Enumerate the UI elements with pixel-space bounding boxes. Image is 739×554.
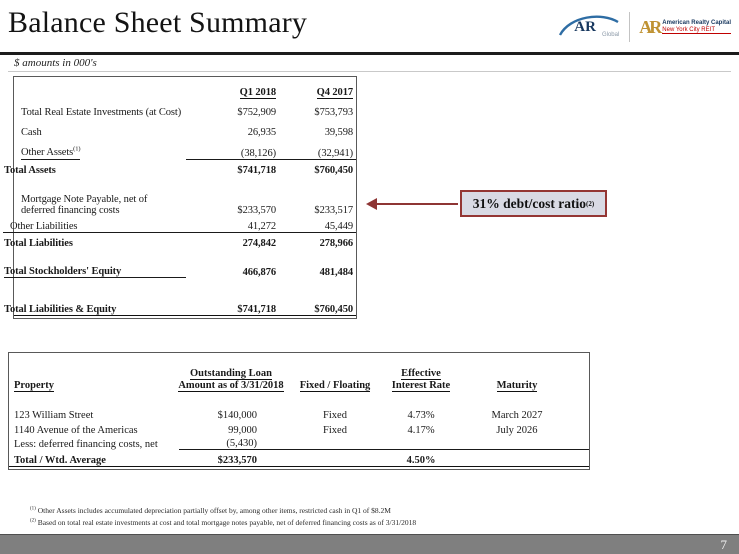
arrow-line	[375, 203, 458, 205]
row-label: Total Stockholders' Equity	[4, 266, 186, 278]
row-value-q1: 274,842	[242, 238, 277, 249]
row-value-q1: $752,909	[237, 107, 276, 118]
row-total-stockholders-equity: Total Stockholders' Equity 466,876 481,4…	[4, 262, 356, 278]
header-effective-line2: Interest Rate	[391, 380, 451, 393]
callout-arrow	[366, 198, 460, 210]
loan-maturity: July 2026	[496, 424, 538, 436]
spacer	[9, 392, 589, 406]
row-total-liabilities-and-equity: Total Liabilities & Equity $741,718 $760…	[4, 299, 356, 316]
logo-divider	[629, 12, 631, 42]
header-outstanding-loan-line2: Amount as of 3/31/2018	[178, 380, 284, 393]
row-value-q4: (32,941)	[276, 148, 356, 160]
footer-bar: 7	[0, 534, 739, 554]
loan-property: 123 William Street	[14, 409, 94, 421]
column-header-q4-2017: Q4 2017	[316, 87, 353, 99]
footnotes: (1) Other Assets includes accumulated de…	[30, 505, 416, 528]
loan-amount: $140,000	[217, 409, 257, 421]
thin-rule	[8, 71, 731, 72]
row-value-q4: 39,598	[324, 127, 353, 138]
ar-global-monogram: AR	[574, 19, 596, 35]
header-outstanding-loan-line1: Outstanding Loan	[190, 368, 272, 381]
footnote-1: (1) Other Assets includes accumulated de…	[30, 506, 391, 515]
row-total-assets: Total Assets $741,718 $760,450	[4, 160, 356, 176]
arc-swoosh-icon	[559, 15, 619, 36]
loan-row-123-william-street: 123 William Street $140,000 Fixed 4.73% …	[9, 406, 589, 421]
arc-logo-line1: American Realty Capital	[662, 20, 731, 26]
loan-amount: $233,570	[217, 455, 257, 467]
row-value-q1: $741,718	[237, 165, 276, 176]
row-label: Total Real Estate Investments (at Cost)	[21, 107, 182, 118]
row-value-q1: 41,272	[186, 221, 276, 233]
row-value-q4: 278,966	[319, 238, 354, 249]
loan-type: Fixed	[323, 424, 347, 436]
loan-property: 1140 Avenue of the Americas	[14, 424, 138, 436]
loan-rate: 4.73%	[407, 409, 435, 421]
row-label: Other Assets(1)	[21, 145, 81, 160]
loan-property: Less: deferred financing costs, net	[14, 439, 158, 451]
units-note: $ amounts in 000's	[14, 57, 97, 69]
header-effective-line1: Effective	[401, 368, 441, 381]
ar-global-logo: AR Global	[558, 10, 620, 44]
row-other-assets: Other Assets(1) (38,126) (32,941)	[14, 138, 356, 160]
row-label: Mortgage Note Payable, net of deferred f…	[21, 194, 148, 216]
arc-logo-line2: New York City REIT	[662, 27, 731, 34]
debt-cost-ratio-callout: 31% debt/cost ratio (2)	[460, 190, 607, 217]
logo-group: AR Global AR American Realty Capital New…	[558, 8, 733, 46]
row-other-liabilities: Other Liabilities 41,272 45,449	[3, 216, 356, 233]
loan-rate: 4.17%	[407, 424, 435, 436]
american-realty-capital-logo: AR American Realty Capital New York City…	[639, 18, 733, 36]
page-number: 7	[720, 536, 728, 552]
row-label: Total Liabilities & Equity	[4, 304, 117, 315]
row-value-q4: $760,450	[314, 304, 353, 315]
loan-amount: (5,430)	[226, 438, 257, 450]
row-value-q4: 45,449	[276, 221, 356, 233]
row-value-q4: 481,484	[319, 267, 354, 278]
row-label: Cash	[21, 127, 42, 138]
ar-global-subtext: Global	[601, 32, 620, 38]
left-arrow-icon	[366, 198, 377, 210]
row-total-liabilities: Total Liabilities 274,842 278,966	[4, 233, 356, 249]
loan-maturity: March 2027	[491, 409, 543, 421]
row-value-q1: $741,718	[237, 304, 276, 315]
row-label: Other Liabilities	[3, 221, 186, 233]
page-title: Balance Sheet Summary	[8, 6, 308, 39]
title-rule	[0, 52, 739, 55]
row-value-q4: $233,517	[314, 205, 353, 216]
loan-rate: 4.50%	[406, 455, 436, 467]
row-label: Total Assets	[4, 165, 56, 176]
row-cash: Cash 26,935 39,598	[14, 118, 356, 138]
footnote-2: (2) Based on total real estate investmen…	[30, 517, 417, 527]
spacer	[14, 249, 356, 262]
loan-row-1140-avenue-americas: 1140 Avenue of the Americas 99,000 Fixed…	[9, 421, 589, 436]
balance-sheet-header-row: Q1 2018 Q4 2017	[14, 80, 356, 99]
loan-row-total-wtd-average: Total / Wtd. Average $233,570 4.50%	[9, 450, 589, 468]
callout-text: 31% debt/cost ratio	[472, 195, 587, 211]
row-value-q1: 26,935	[247, 127, 276, 138]
row-value-q1: (38,126)	[186, 148, 276, 160]
header-property: Property	[14, 380, 55, 393]
row-value-q1: $233,570	[237, 205, 276, 216]
loan-table-header-row: Property Outstanding Loan Amount as of 3…	[9, 353, 589, 393]
header-fixed-floating: Fixed / Floating	[299, 380, 371, 393]
loan-property: Total / Wtd. Average	[14, 455, 106, 467]
loan-row-less-deferred-financing: Less: deferred financing costs, net (5,4…	[9, 436, 589, 451]
column-header-q1-2018: Q1 2018	[239, 87, 276, 99]
loan-table: Property Outstanding Loan Amount as of 3…	[8, 352, 590, 470]
footnote-ref: (1)	[73, 145, 81, 153]
row-value-q4: $753,793	[314, 107, 353, 118]
row-real-estate-investments: Total Real Estate Investments (at Cost) …	[14, 99, 356, 118]
balance-sheet-table: Q1 2018 Q4 2017 Total Real Estate Invest…	[3, 76, 357, 319]
spacer	[14, 176, 356, 188]
row-value-q4: $760,450	[314, 165, 353, 176]
row-value-q1: 466,876	[242, 267, 277, 278]
arc-monogram: AR	[639, 17, 662, 37]
row-label: Total Liabilities	[4, 238, 73, 249]
loan-type: Fixed	[323, 409, 347, 421]
row-mortgage-note-payable: Mortgage Note Payable, net of deferred f…	[14, 188, 356, 216]
loan-amount: 99,000	[228, 424, 257, 436]
header-maturity: Maturity	[496, 380, 538, 393]
